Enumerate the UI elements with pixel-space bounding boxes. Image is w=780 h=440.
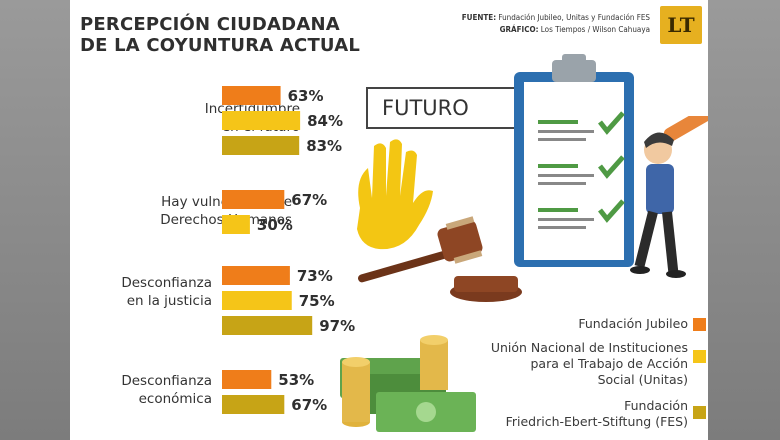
money-stack-icon (340, 335, 476, 432)
person-with-pencil-icon (630, 116, 708, 278)
infographic-card: PERCEPCIÓN CIUDADANA DE LA COYUNTURA ACT… (70, 0, 708, 440)
bar-chart (222, 86, 313, 414)
bar-g4-1 (222, 370, 272, 389)
legend-text-jubileo: Fundación Jubileo (578, 316, 688, 331)
value-label-g3-1: 73% (296, 267, 333, 285)
value-label-g1-2: 84% (307, 112, 344, 130)
graphic-label: GRÁFICO: (499, 25, 539, 34)
legend-swatch-jubileo (693, 318, 706, 331)
value-label-g1-3: 83% (306, 137, 343, 155)
bar-g3-2 (222, 291, 292, 310)
legend-item-fes: Fundación Friedrich-Ebert-Stiftung (FES) (505, 398, 706, 430)
credits: FUENTE: Fundación Jubileo, Unitas y Fund… (462, 12, 650, 36)
category-label-4-line-2: económica (138, 391, 212, 407)
bar-g2-2 (222, 215, 250, 234)
yellow-hand-icon (357, 139, 433, 250)
source-label: FUENTE: (461, 13, 497, 22)
bar-g1-2 (222, 111, 301, 130)
background-left (0, 0, 70, 440)
category-label-4-line-1: Desconfianza (121, 373, 212, 389)
value-label-g2-2: 30% (256, 216, 293, 234)
title-line-2: DE LA COYUNTURA ACTUAL (80, 35, 360, 56)
legend-text-fes-line-2: Friedrich-Ebert-Stiftung (FES) (505, 414, 688, 429)
title-line-1: PERCEPCIÓN CIUDADANA (80, 14, 340, 35)
source-text: Fundación Jubileo, Unitas y Fundación FE… (498, 13, 650, 22)
legend-text-unitas-line-1: Unión Nacional de Instituciones (490, 340, 688, 355)
value-label-g4-1: 53% (278, 371, 315, 389)
value-label-g4-2: 67% (291, 396, 328, 414)
bar-g2-1 (222, 190, 285, 209)
bar-g3-1 (222, 266, 290, 285)
value-label-g1-1: 63% (287, 87, 324, 105)
graphic-text: Los Tiempos / Wilson Cahuaya (540, 25, 650, 34)
category-label-4: Desconfianza económica (70, 372, 212, 408)
legend-item-jubileo: Fundación Jubileo (578, 316, 706, 332)
los-tiempos-logo: LT (660, 6, 702, 44)
value-label-g2-1: 67% (291, 191, 328, 209)
clipboard-checklist-icon (514, 54, 634, 267)
bar-g1-1 (222, 86, 281, 105)
logo-text: LT (667, 13, 695, 37)
legend-text-fes-line-1: Fundación (624, 398, 688, 413)
futuro-label: FUTURO (382, 96, 469, 120)
legend-text-unitas-line-3: Social (Unitas) (597, 372, 688, 387)
value-label-g3-3: 97% (319, 317, 356, 335)
legend-item-unitas: Unión Nacional de Instituciones para el … (490, 340, 706, 388)
legend-swatch-fes (693, 406, 706, 419)
background-right (708, 0, 780, 440)
gavel-icon (358, 216, 522, 302)
category-label-3-line-2: en la justicia (126, 293, 212, 309)
bar-g3-3 (222, 316, 313, 335)
bar-g4-2 (222, 395, 285, 414)
category-label-3-line-1: Desconfianza (121, 275, 212, 291)
value-label-g3-2: 75% (298, 292, 335, 310)
legend-swatch-unitas (693, 350, 706, 363)
bar-g1-3 (222, 136, 300, 155)
chart-title: PERCEPCIÓN CIUDADANA DE LA COYUNTURA ACT… (80, 14, 360, 56)
legend-text-unitas-line-2: para el Trabajo de Acción (530, 356, 688, 371)
category-label-3: Desconfianza en la justicia (70, 274, 212, 310)
